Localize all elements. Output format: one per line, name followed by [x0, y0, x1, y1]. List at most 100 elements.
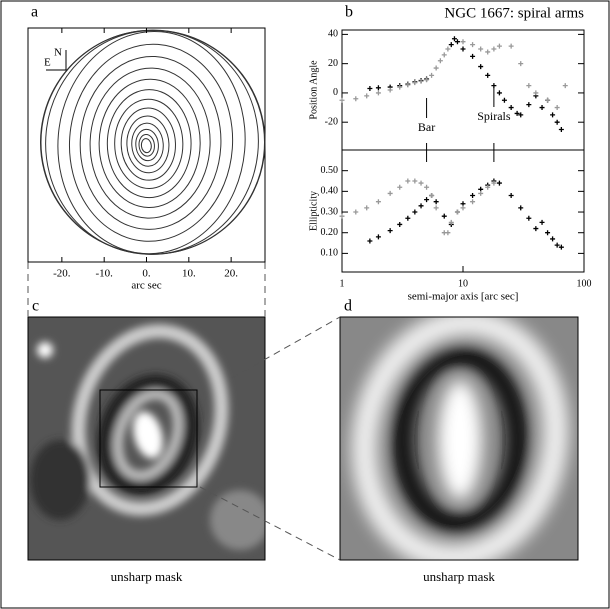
data-point	[562, 83, 568, 89]
data-point	[478, 64, 484, 70]
y-tick-label: 0.30	[321, 206, 339, 217]
data-point	[496, 43, 502, 49]
data-point	[433, 199, 439, 205]
compass-label: E	[44, 57, 51, 69]
data-point	[478, 46, 484, 52]
x-axis-label: semi-major axis [arc sec]	[408, 291, 519, 303]
data-point	[485, 184, 491, 190]
data-point	[353, 209, 359, 215]
data-point	[424, 77, 430, 83]
data-point	[441, 213, 447, 219]
y-tick-label: 0.50	[321, 165, 339, 176]
y-tick-label: 0.20	[321, 227, 339, 238]
annotation: Spirals	[477, 109, 511, 123]
x-tick-label: -20.	[53, 268, 71, 280]
data-point	[412, 209, 418, 215]
zoom-box	[99, 389, 198, 488]
data-point	[448, 42, 454, 48]
data-point	[545, 97, 551, 103]
image-d	[340, 317, 578, 560]
x-tick-label: 20.	[224, 268, 238, 280]
data-point	[397, 184, 403, 190]
panel-label: b	[345, 4, 353, 21]
data-point	[418, 78, 424, 84]
y-axis-label: Ellipticity	[308, 191, 319, 231]
data-point	[387, 87, 393, 93]
data-point	[424, 184, 430, 190]
x-tick-label: 10.	[182, 268, 196, 280]
data-point	[387, 190, 393, 196]
data-point	[339, 97, 345, 103]
data-point	[508, 192, 514, 198]
contour	[89, 67, 211, 219]
data-point	[424, 197, 430, 203]
caption: unsharp mask	[111, 569, 183, 584]
data-point	[518, 112, 524, 118]
y-axis-label: Position Angle	[308, 60, 319, 120]
data-point	[550, 236, 556, 242]
data-point	[418, 180, 424, 186]
data-point	[460, 39, 466, 45]
caption: unsharp mask	[423, 569, 495, 584]
data-point	[554, 242, 560, 248]
data-point	[539, 105, 545, 111]
x-tick-label: 10	[458, 278, 468, 289]
data-point	[339, 213, 345, 219]
contour-frame	[27, 27, 266, 263]
data-point	[375, 234, 381, 240]
data-point	[460, 205, 466, 211]
data-point	[508, 105, 514, 111]
data-point	[478, 190, 484, 196]
data-point	[387, 228, 393, 234]
x-axis-label: arc sec	[131, 280, 161, 292]
x-tick-label: 0.	[142, 268, 151, 280]
data-point	[533, 90, 539, 96]
data-point	[470, 42, 476, 48]
data-point	[397, 84, 403, 90]
data-point	[514, 110, 520, 116]
data-point	[353, 96, 359, 102]
annotation: Bar	[418, 120, 435, 134]
contour	[138, 134, 155, 157]
data-point	[437, 58, 443, 64]
data-point	[496, 180, 502, 186]
data-point	[454, 209, 460, 215]
data-point	[418, 203, 424, 209]
contour	[106, 89, 192, 199]
data-point	[470, 199, 476, 205]
y-tick-label: 20	[328, 58, 338, 69]
contour	[135, 128, 159, 162]
data-point	[545, 230, 551, 236]
data-point	[441, 52, 447, 58]
contour	[68, 43, 234, 242]
data-point	[454, 39, 460, 45]
image-c	[28, 317, 265, 560]
contour	[114, 98, 184, 189]
y-tick-label: 0.10	[321, 248, 339, 259]
data-point	[496, 90, 502, 96]
contour	[120, 107, 176, 181]
x-tick-label: 100	[577, 278, 592, 289]
contour	[140, 138, 152, 154]
data-point	[550, 112, 556, 118]
data-point	[518, 61, 524, 67]
y-tick-label: 0	[333, 87, 338, 98]
data-point	[554, 119, 560, 125]
data-point	[485, 49, 491, 55]
data-point	[508, 43, 514, 49]
data-point	[451, 36, 457, 42]
panel-label: c	[32, 298, 39, 315]
contour	[79, 55, 222, 230]
data-point	[445, 230, 451, 236]
contours	[40, 29, 266, 255]
y-tick-label: 40	[328, 29, 338, 40]
data-point	[470, 192, 476, 198]
data-point	[460, 46, 466, 52]
data-point	[367, 86, 373, 92]
data-point	[397, 221, 403, 227]
data-point	[433, 65, 439, 71]
data-point	[539, 219, 545, 225]
data-point	[526, 215, 532, 221]
data-point	[445, 46, 451, 52]
